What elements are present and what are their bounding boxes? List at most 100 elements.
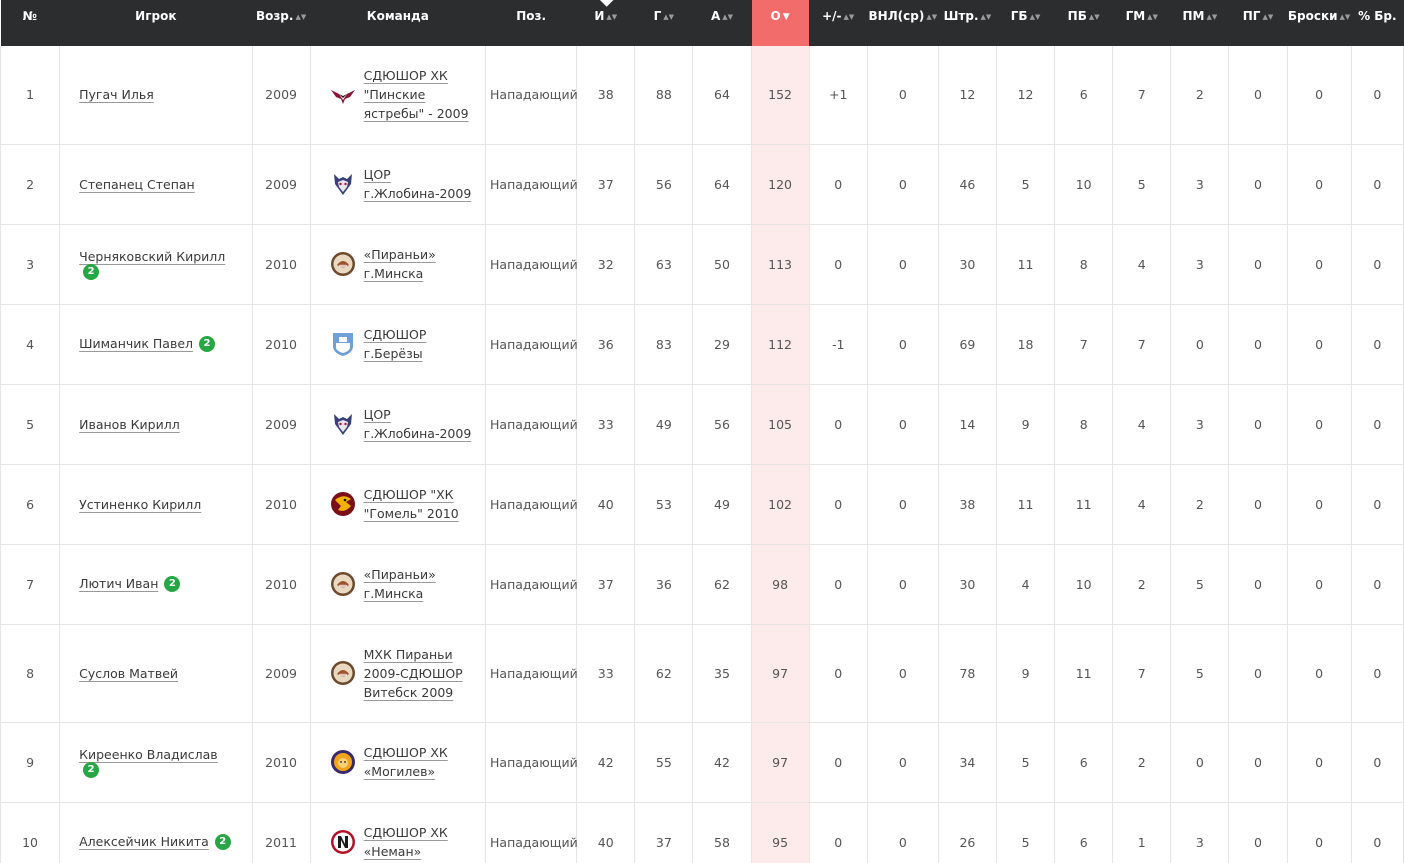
sort-icon[interactable]: ▲▼ (606, 13, 618, 21)
player-link[interactable]: Иванов Кирилл (79, 416, 180, 432)
stat-pb-cell: 8 (1054, 384, 1114, 465)
team-cell: ЦОР г.Жлобина-2009 (310, 144, 487, 225)
stat-toi-cell: 0 (867, 722, 939, 803)
team-link[interactable]: «Пираньи» г.Минска (364, 565, 436, 603)
sort-icon[interactable]: ▲▼ (295, 13, 307, 21)
year-badge: 2 (199, 336, 216, 352)
team-logo-icon[interactable] (330, 660, 356, 686)
team-logo-icon[interactable] (330, 82, 356, 108)
sort-icon[interactable]: ▲▼ (1088, 13, 1100, 21)
stat-gb-cell: 5 (996, 802, 1056, 863)
team-logo-icon[interactable] (330, 749, 356, 775)
stat-pg-cell: 0 (1228, 544, 1288, 625)
team-name-line: СДЮШОР ХК (363, 745, 448, 760)
sort-icon[interactable]: ▲▼ (980, 13, 992, 21)
player-link[interactable]: Киреенко Владислав (79, 746, 218, 762)
team-cell: СДЮШОР ХК "Пинские ястребы" - 2009 (310, 46, 487, 145)
header-age[interactable]: Возр. ▲▼ (252, 0, 311, 46)
stat-shpct-cell: 0 (1351, 384, 1404, 465)
sort-desc-icon[interactable]: ▼ (782, 12, 790, 22)
header-goals[interactable]: Г ▲▼ (634, 0, 694, 46)
player-cell: Шиманчик Павел 2 (59, 304, 253, 385)
stat-toi-cell: 0 (867, 544, 939, 625)
sort-icon[interactable]: ▲▼ (663, 13, 675, 21)
header-games[interactable]: И ▲▼ (576, 0, 636, 46)
team-name-line: «Пираньи» (363, 247, 436, 262)
stat-pmin-cell: 2 (1170, 46, 1230, 145)
age-cell: 2010 (252, 722, 311, 803)
table-row: 4 Шиманчик Павел 2 2010 СДЮШОР г.Берёзы Напада… (0, 304, 1404, 385)
header-plus-minus[interactable]: +/- ▲▼ (809, 0, 868, 46)
team-link[interactable]: СДЮШОР "ХК "Гомель" 2010 (364, 485, 459, 523)
player-link[interactable]: Суслов Матвей (79, 665, 179, 681)
player-link[interactable]: Алексейчик Никита (79, 834, 209, 849)
stat-g-cell: 55 (634, 722, 694, 803)
stat-shpct-cell: 0 (1351, 802, 1404, 863)
team-logo-icon[interactable] (330, 411, 356, 437)
stat-g-cell: 37 (634, 802, 694, 863)
team-link[interactable]: ЦОР г.Жлобина-2009 (364, 165, 472, 203)
team-logo-icon[interactable] (330, 491, 356, 517)
team-link[interactable]: СДЮШОР ХК «Неман» (364, 823, 448, 861)
header-pm[interactable]: ПМ ▲▼ (1170, 0, 1230, 46)
player-link[interactable]: Шиманчик Павел (79, 336, 194, 351)
team-link[interactable]: СДЮШОР ХК "Пинские ястребы" - 2009 (364, 66, 469, 123)
team-logo-icon[interactable] (330, 571, 356, 597)
age-cell: 2009 (252, 46, 311, 145)
sort-icon[interactable]: ▲▼ (1262, 13, 1274, 21)
stat-gm-cell: 4 (1112, 464, 1172, 545)
player-cell: Алексейчик Никита 2 (59, 802, 253, 863)
team-link[interactable]: ЦОР г.Жлобина-2009 (364, 405, 472, 443)
team-link[interactable]: СДЮШОР ХК «Могилев» (364, 743, 448, 781)
team-link[interactable]: «Пираньи» г.Минска (364, 245, 436, 283)
age-cell: 2009 (252, 624, 311, 723)
sort-icon[interactable]: ▲▼ (1206, 13, 1218, 21)
header-position[interactable]: Поз. (485, 0, 578, 46)
header-points[interactable]: О ▼ (751, 0, 810, 46)
stat-shpct-cell: 0 (1351, 46, 1404, 145)
team-logo-icon[interactable] (330, 829, 356, 855)
header-shot-pct[interactable]: % Бр. (1351, 0, 1404, 46)
player-link[interactable]: Устиненко Кирилл (79, 496, 202, 512)
team-logo-icon[interactable] (330, 251, 356, 277)
sort-icon[interactable]: ▲▼ (843, 13, 855, 21)
stat-pos-cell: Нападающий (485, 464, 578, 545)
stat-pg-cell: 0 (1228, 722, 1288, 803)
team-logo-icon[interactable] (330, 331, 356, 357)
player-link[interactable]: Черняковский Кирилл (79, 248, 226, 264)
player-link[interactable]: Пугач Илья (79, 87, 154, 103)
player-link[interactable]: Степанец Степан (79, 176, 195, 192)
header-penalties[interactable]: Штр. ▲▼ (938, 0, 998, 46)
sort-icon[interactable]: ▲▼ (1147, 13, 1158, 21)
sort-icon[interactable]: ▲▼ (1339, 13, 1351, 21)
sort-icon[interactable]: ▲▼ (722, 13, 734, 21)
header-toi[interactable]: ВНЛ(ср) ▲▼ (867, 0, 939, 46)
team-name-line: МХК Пираньи (363, 646, 453, 662)
year-badge: 2 (83, 761, 100, 778)
stat-a-cell: 50 (692, 224, 752, 305)
row-number: 10 (0, 802, 61, 863)
sort-icon[interactable]: ▲▼ (926, 13, 938, 21)
stat-gb-cell: 11 (996, 224, 1056, 305)
row-number: 9 (0, 722, 61, 803)
team-logo-icon[interactable] (330, 171, 356, 197)
header-pb[interactable]: ПБ ▲▼ (1054, 0, 1114, 46)
stat-pb-cell: 6 (1054, 722, 1114, 803)
header-gm[interactable]: ГМ ▲▼ (1112, 0, 1172, 46)
header-assists[interactable]: А ▲▼ (692, 0, 752, 46)
stat-shots-cell: 0 (1287, 802, 1352, 863)
header-player[interactable]: Игрок (59, 0, 253, 46)
header-gb[interactable]: ГБ ▲▼ (996, 0, 1056, 46)
header-shots[interactable]: Броски ▲▼ (1287, 0, 1352, 46)
team-link[interactable]: МХК Пираньи 2009-СДЮШОР Витебск 2009 (364, 645, 463, 702)
stat-pb-cell: 10 (1054, 544, 1114, 625)
player-link[interactable]: Лютич Иван (79, 576, 159, 591)
header-team[interactable]: Команда (310, 0, 487, 46)
sort-icon[interactable]: ▲▼ (1029, 13, 1041, 21)
stat-gp-cell: 40 (576, 464, 636, 545)
team-link[interactable]: СДЮШОР г.Берёзы (364, 325, 427, 363)
stat-g-cell: 63 (634, 224, 694, 305)
stat-gm-cell: 4 (1112, 224, 1172, 305)
player-cell: Устиненко Кирилл (59, 464, 253, 545)
header-pg[interactable]: ПГ ▲▼ (1228, 0, 1288, 46)
